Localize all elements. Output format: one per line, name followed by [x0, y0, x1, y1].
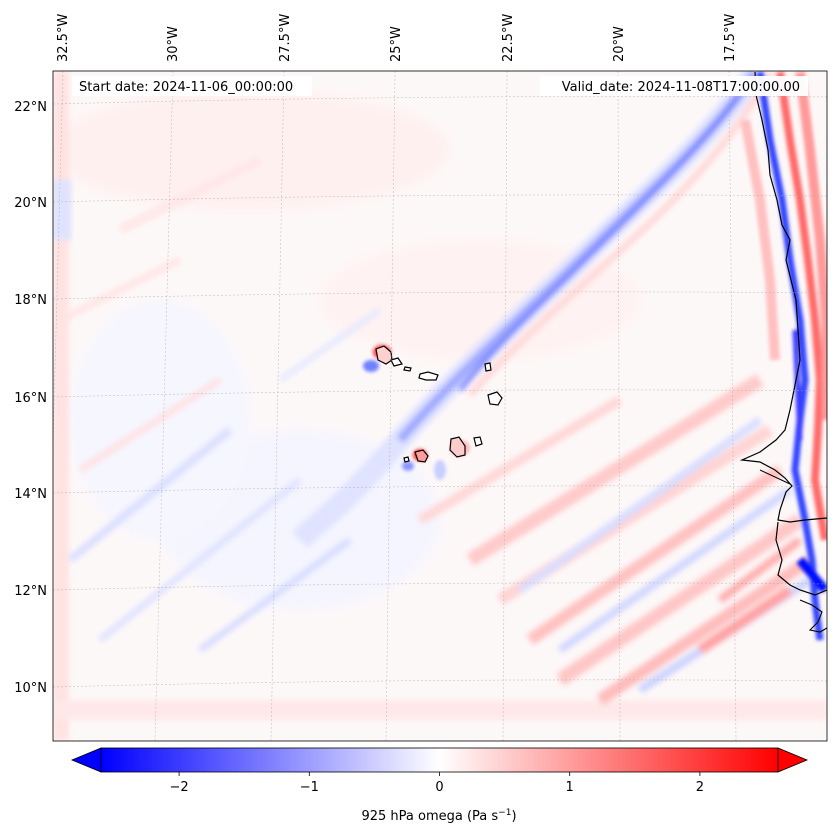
- longitude-labels: 32.5°W 30°W 27.5°W 25°W 22.5°W 20°W 17.5…: [56, 14, 738, 62]
- omega-field: [53, 71, 827, 741]
- coastline: [739, 71, 827, 523]
- valid-date-label: Valid_date: 2024-11-08T17:00:00.00: [562, 80, 800, 95]
- map-panel: Start date: 2024-11-06_00:00:00 Valid_da…: [52, 70, 828, 742]
- map-frame: [52, 70, 828, 742]
- colorbar-tick-label: 0: [435, 780, 443, 795]
- colorbar-tick-label: −2: [170, 780, 189, 795]
- colorbar: −2 −1 0 1 2 925 hPa omega (Pa s−1): [70, 747, 809, 824]
- colorbar-gradient: [100, 747, 779, 773]
- latitude-labels: 22°N 20°N 18°N 16°N 14°N 12°N 10°N: [14, 100, 47, 696]
- colorbar-ticks: −2 −1 0 1 2: [170, 772, 704, 795]
- lat-label: 16°N: [14, 391, 47, 406]
- colorbar-extend-high: [777, 747, 809, 773]
- colorbar-tick-label: 1: [566, 780, 574, 795]
- lat-label: 10°N: [14, 681, 47, 696]
- lon-label: 22.5°W: [501, 14, 516, 62]
- lat-label: 14°N: [14, 487, 47, 502]
- lat-label: 12°N: [14, 584, 47, 599]
- lat-label: 20°N: [14, 196, 47, 211]
- start-date-label: Start date: 2024-11-06_00:00:00: [79, 80, 293, 95]
- lon-label: 32.5°W: [56, 14, 71, 62]
- lon-label: 20°W: [612, 26, 627, 62]
- lon-label: 27.5°W: [278, 14, 293, 62]
- lat-label: 22°N: [14, 100, 47, 115]
- colorbar-extend-low: [70, 747, 102, 773]
- colorbar-label: 925 hPa omega (Pa s−1): [361, 808, 516, 824]
- lon-label: 17.5°W: [723, 14, 738, 62]
- lon-label: 25°W: [389, 26, 404, 62]
- colorbar-tick-label: −1: [300, 780, 319, 795]
- cape-verde-islands: [375, 345, 503, 463]
- lat-label: 18°N: [14, 293, 47, 308]
- colorbar-tick-label: 2: [696, 780, 704, 795]
- lon-label: 30°W: [166, 26, 181, 62]
